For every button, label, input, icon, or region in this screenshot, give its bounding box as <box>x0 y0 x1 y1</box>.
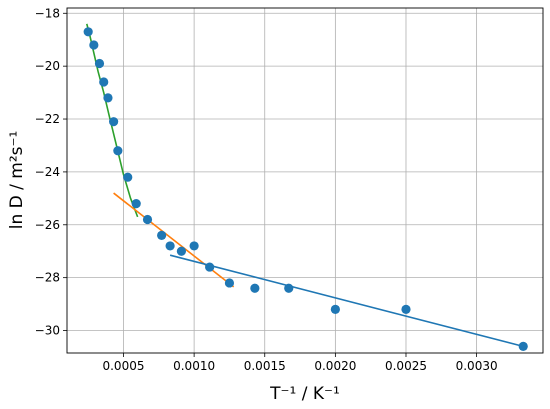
y-tick-label: −30 <box>35 324 60 338</box>
data-point <box>83 27 93 37</box>
x-tick-label: 0.0020 <box>314 359 356 373</box>
fit-line <box>113 192 235 288</box>
data-point <box>330 304 340 314</box>
grid <box>67 8 543 353</box>
y-axis-ticks: −18 −20 −22 −24 −26 −28 −30 <box>35 6 67 338</box>
y-tick-label: −24 <box>35 165 60 179</box>
x-tick-label: 0.0025 <box>385 359 427 373</box>
data-point <box>284 283 294 293</box>
data-point <box>189 241 199 251</box>
data-point <box>89 40 99 50</box>
y-tick-label: −20 <box>35 59 60 73</box>
fit-line <box>169 254 524 348</box>
y-tick-label: −26 <box>35 218 60 232</box>
data-point <box>109 117 119 127</box>
x-tick-label: 0.0030 <box>456 359 498 373</box>
data-point <box>165 241 175 251</box>
x-tick-label: 0.0010 <box>173 359 215 373</box>
x-axis-label: T⁻¹ / K⁻¹ <box>269 384 340 404</box>
x-tick-label: 0.0005 <box>102 359 144 373</box>
x-axis-ticks: 0.0005 0.0010 0.0015 0.0020 0.0025 0.0030 <box>102 353 498 373</box>
y-tick-label: −18 <box>35 6 60 20</box>
y-tick-label: −22 <box>35 112 60 126</box>
data-point <box>99 77 109 87</box>
data-point <box>401 304 411 314</box>
data-point <box>123 172 133 182</box>
data-point <box>176 246 187 256</box>
y-tick-label: −28 <box>35 271 60 285</box>
x-tick-label: 0.0015 <box>244 359 286 373</box>
data-point <box>250 283 260 293</box>
data-point <box>224 278 235 288</box>
data-point <box>94 58 105 69</box>
data-point <box>205 262 215 272</box>
data-point <box>131 199 141 209</box>
plot-frame <box>66 7 544 354</box>
y-axis-label: ln D / m²s⁻¹ <box>7 131 27 230</box>
data-point <box>142 214 153 225</box>
fit-lines <box>85 23 524 348</box>
data-points <box>83 27 528 351</box>
data-point <box>157 230 167 240</box>
data-point <box>103 93 113 103</box>
data-point <box>518 341 528 351</box>
data-point <box>113 146 123 156</box>
